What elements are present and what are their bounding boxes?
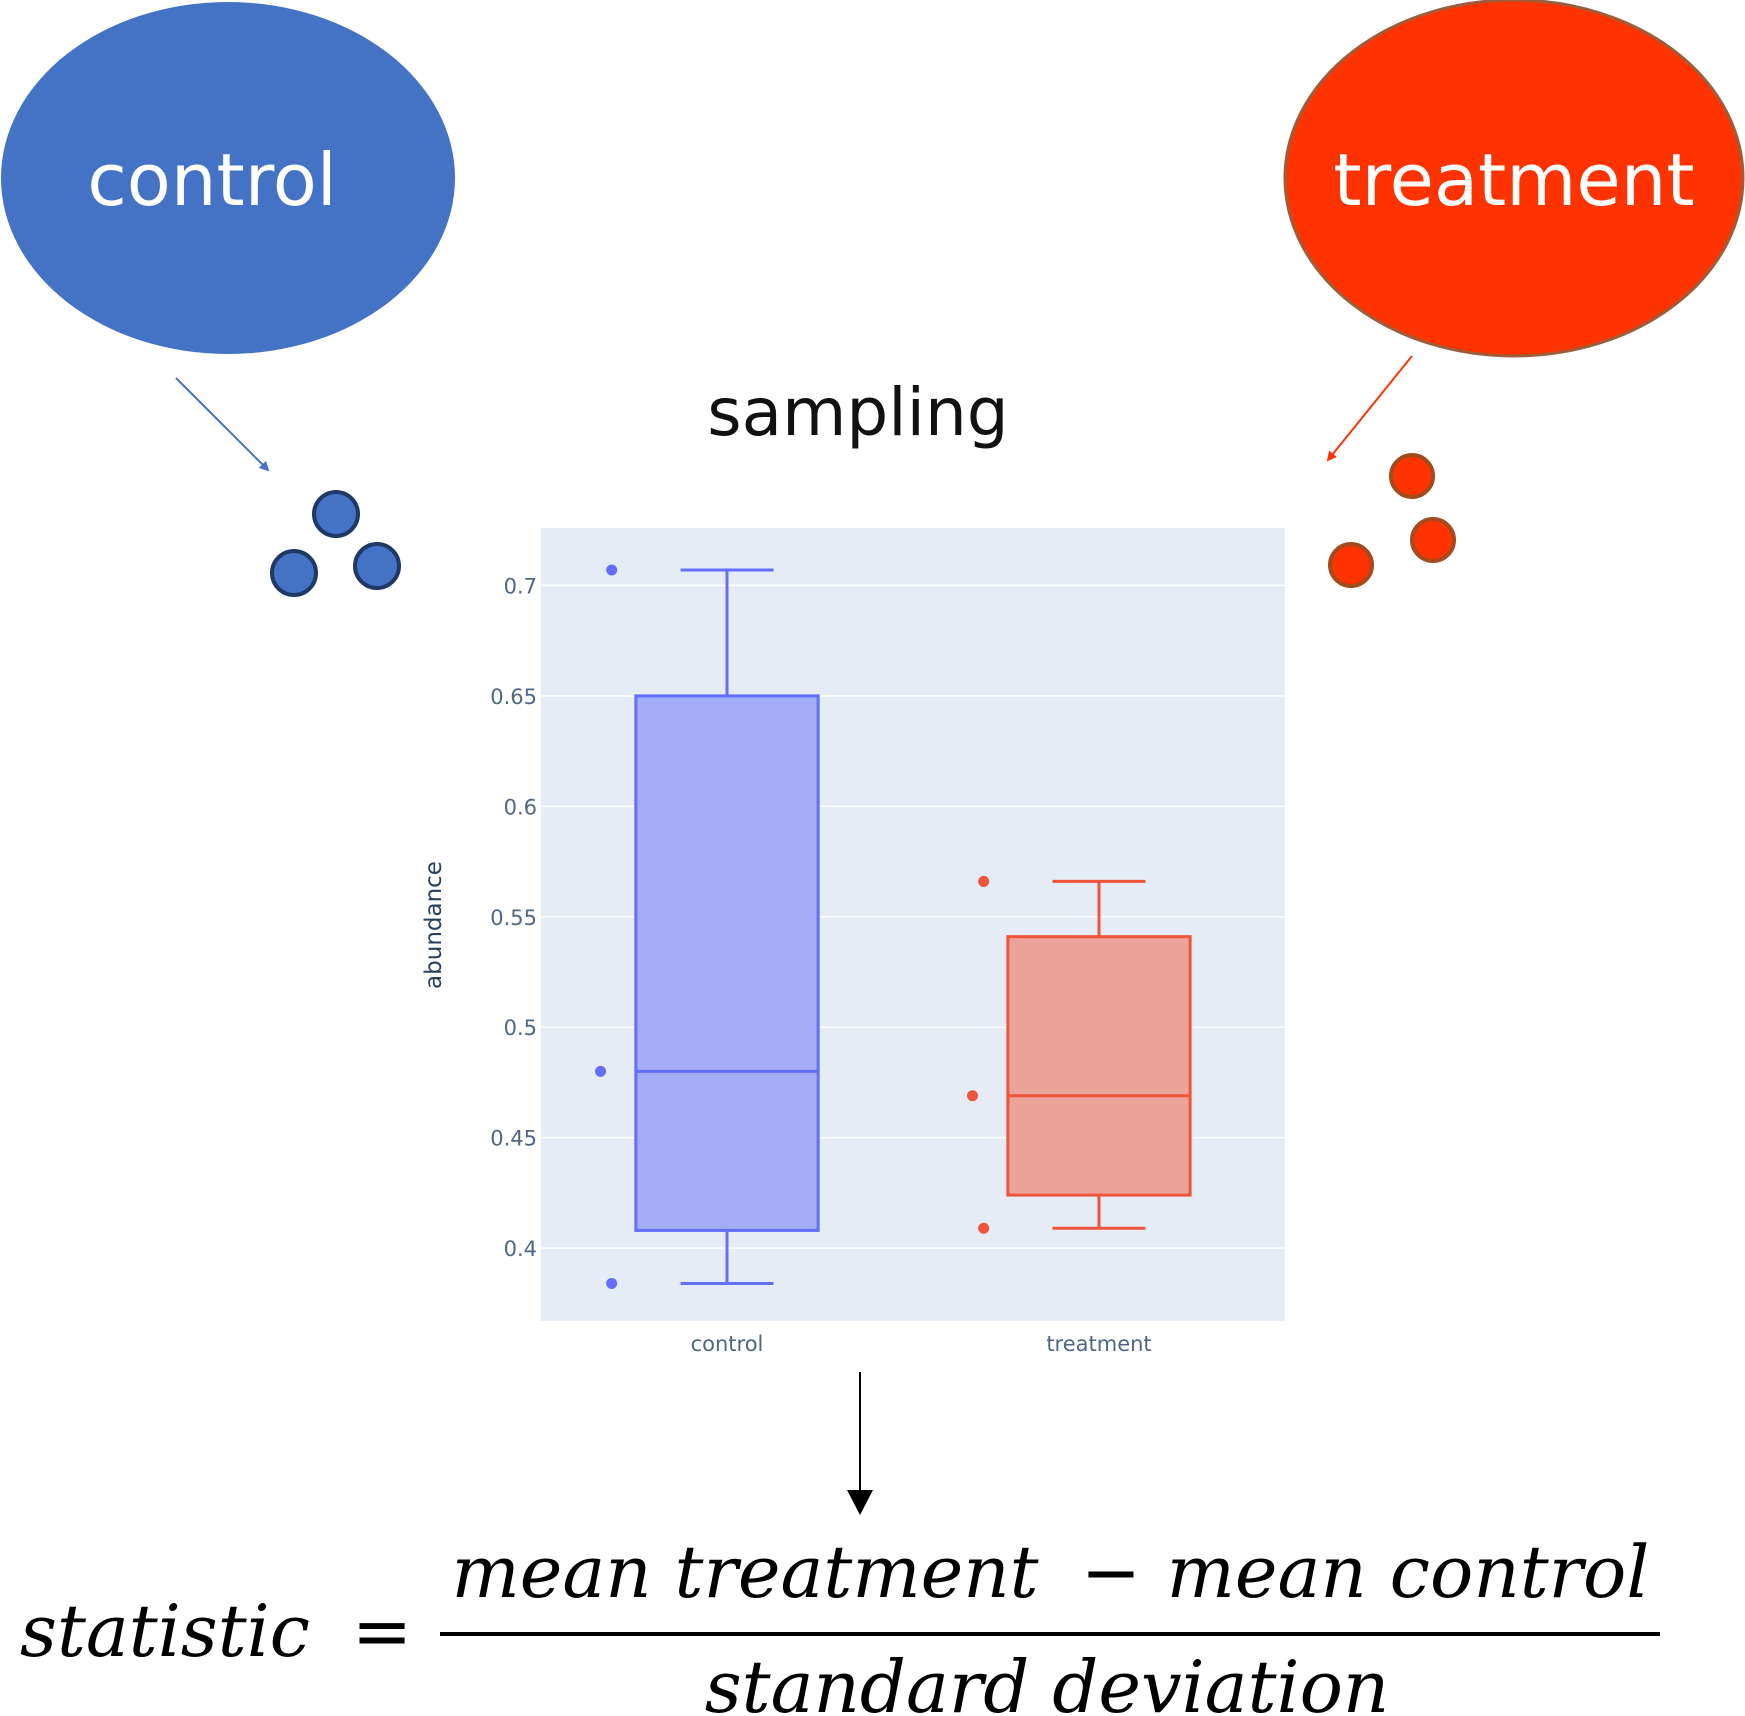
control-data-point: [595, 1065, 607, 1077]
control-sampling-arrow: [175, 377, 270, 472]
control-population-ellipse: [1, 2, 455, 354]
treatment-box: [967, 875, 1192, 1234]
treatment-sample-dot: [1328, 542, 1374, 588]
treatment-population: treatment: [1283, 0, 1745, 358]
treatment-population-label: treatment: [1333, 138, 1694, 222]
control-sample-dots: [270, 490, 401, 597]
y-tick-label: 0.7: [504, 574, 537, 598]
control-population-label: control: [87, 138, 337, 222]
treatment-sample-dot: [1410, 517, 1456, 563]
x-axis-ticks: control treatment: [691, 1332, 1152, 1356]
treatment-data-point: [978, 875, 990, 887]
treatment-sampling-arrow: [1326, 355, 1413, 462]
sampling-label: sampling: [707, 374, 1008, 451]
control-data-point: [606, 1277, 618, 1289]
boxplot-chart: 0.4 0.45 0.5 0.55 0.6 0.65 0.7 abundance contr…: [421, 528, 1285, 1356]
control-data-point: [606, 564, 618, 576]
result-arrow-head: [847, 1490, 873, 1515]
formula-equals: =: [352, 1589, 412, 1673]
y-axis-label: abundance: [421, 861, 447, 989]
x-tick-label-control: control: [691, 1332, 764, 1356]
x-tick-label-treatment: treatment: [1046, 1332, 1151, 1356]
control-box: [595, 564, 820, 1289]
formula-denominator: standard deviation: [705, 1645, 1390, 1716]
formula-numerator-left: mean treatment: [451, 1530, 1039, 1614]
test-statistic-formula: statistic = mean treatment − mean contro…: [20, 1530, 1660, 1716]
formula-minus: −: [1081, 1530, 1141, 1614]
y-tick-label: 0.4: [504, 1237, 537, 1261]
formula-numerator-right: mean control: [1167, 1530, 1650, 1614]
treatment-sample-dot: [1389, 453, 1435, 499]
treatment-data-point: [967, 1090, 979, 1102]
formula-lhs: statistic: [20, 1589, 310, 1673]
y-tick-label: 0.55: [490, 906, 537, 930]
y-tick-label: 0.45: [490, 1127, 537, 1151]
control-population: control: [1, 2, 455, 354]
y-tick-label: 0.65: [490, 685, 537, 709]
treatment-sample-dots: [1328, 453, 1456, 588]
control-sample-dot: [353, 542, 401, 590]
box-series: [595, 564, 1192, 1289]
treatment-population-ellipse: [1283, 0, 1745, 358]
y-axis-ticks: 0.4 0.45 0.5 0.55 0.6 0.65 0.7: [490, 574, 537, 1261]
control-iqr-box: [634, 694, 820, 1232]
treatment-data-point: [978, 1222, 990, 1234]
y-tick-label: 0.5: [504, 1016, 537, 1040]
treatment-iqr-box: [1006, 935, 1192, 1197]
control-sample-dot: [270, 549, 318, 597]
control-sample-dot: [312, 490, 360, 538]
y-tick-label: 0.6: [504, 795, 537, 819]
